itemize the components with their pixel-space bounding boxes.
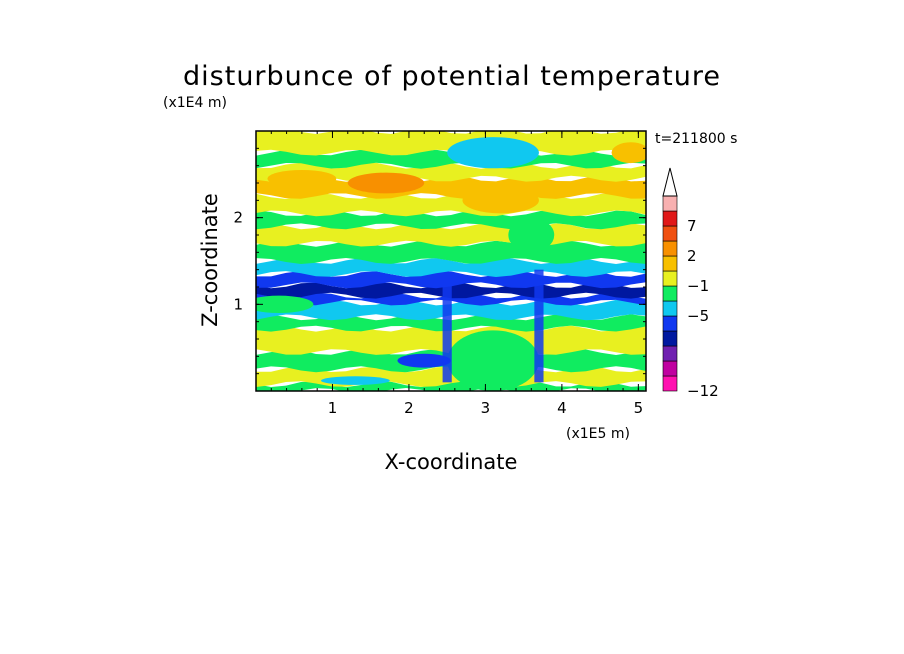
contour-feature-6 (256, 295, 314, 313)
colorbar-cell (662, 375, 678, 392)
colorbar-label: 7 (687, 217, 697, 235)
contour-band-15 (256, 162, 646, 182)
contour-feature-0 (347, 172, 425, 194)
contour-band-0 (256, 381, 646, 391)
contour-feature-8 (397, 353, 451, 368)
contour-feature-9 (321, 376, 390, 385)
colorbar-cell (662, 195, 678, 212)
chart-title: disturbunce of potential temperature (183, 61, 721, 92)
contour-band-16 (256, 149, 646, 169)
contour-feature-2 (462, 187, 539, 214)
colorbar-cell (662, 315, 678, 332)
time-label: t=211800 s (655, 131, 737, 147)
colorbar-cell (662, 210, 678, 227)
colorbar-label: −12 (687, 382, 719, 400)
contour-column-10 (442, 278, 452, 383)
colorbar-cell (662, 300, 678, 317)
y-tick-label: 2 (233, 209, 243, 227)
x-axis-label: X-coordinate (385, 450, 518, 474)
y-axis-ticks: 12 (233, 147, 646, 375)
colorbar-label: 2 (687, 247, 697, 265)
contour-feature-1 (267, 170, 337, 188)
contour-column-11 (534, 269, 544, 383)
colorbar-cell (662, 360, 678, 377)
colorbar-cell (662, 345, 678, 362)
x-axis-ticks: 1 2 3 4 5 (270, 131, 644, 417)
x-tick-label: 4 (557, 399, 567, 417)
x-tick-label: 3 (481, 399, 491, 417)
contour-feature-5 (508, 217, 555, 253)
contour-feature-3 (611, 142, 646, 164)
contour-band-12 (256, 210, 646, 230)
contour-feature-7 (447, 330, 539, 391)
x-tick-label: 2 (404, 399, 414, 417)
plot-frame (255, 130, 647, 392)
colorbar-cell (662, 270, 678, 287)
colorbar-cell (662, 255, 678, 272)
x-tick-label: 1 (328, 399, 338, 417)
contour-band-10 (256, 240, 646, 264)
y-axis-unit: (x1E4 m) (163, 95, 227, 111)
colorbar-cell (662, 285, 678, 302)
x-axis-unit: (x1E5 m) (566, 426, 630, 442)
y-tick-label: 1 (233, 295, 243, 313)
plot-area (256, 131, 646, 391)
y-axis-label: Z-coordinate (198, 193, 222, 327)
x-tick-label: 5 (634, 399, 644, 417)
contour-band-9 (256, 258, 646, 277)
contour-feature-4 (447, 137, 539, 169)
colorbar-cell (662, 225, 678, 242)
colorbar-cell (662, 330, 678, 347)
colorbar-cell (662, 240, 678, 257)
colorbar-label: −5 (687, 307, 709, 325)
contour-band-17 (256, 131, 646, 156)
colorbar-extend-arrow (662, 167, 678, 197)
colorbar-label: −1 (687, 277, 709, 295)
colorbar: 7 2 −1 −5 −12 (662, 167, 719, 400)
contour-band-13 (256, 193, 646, 217)
